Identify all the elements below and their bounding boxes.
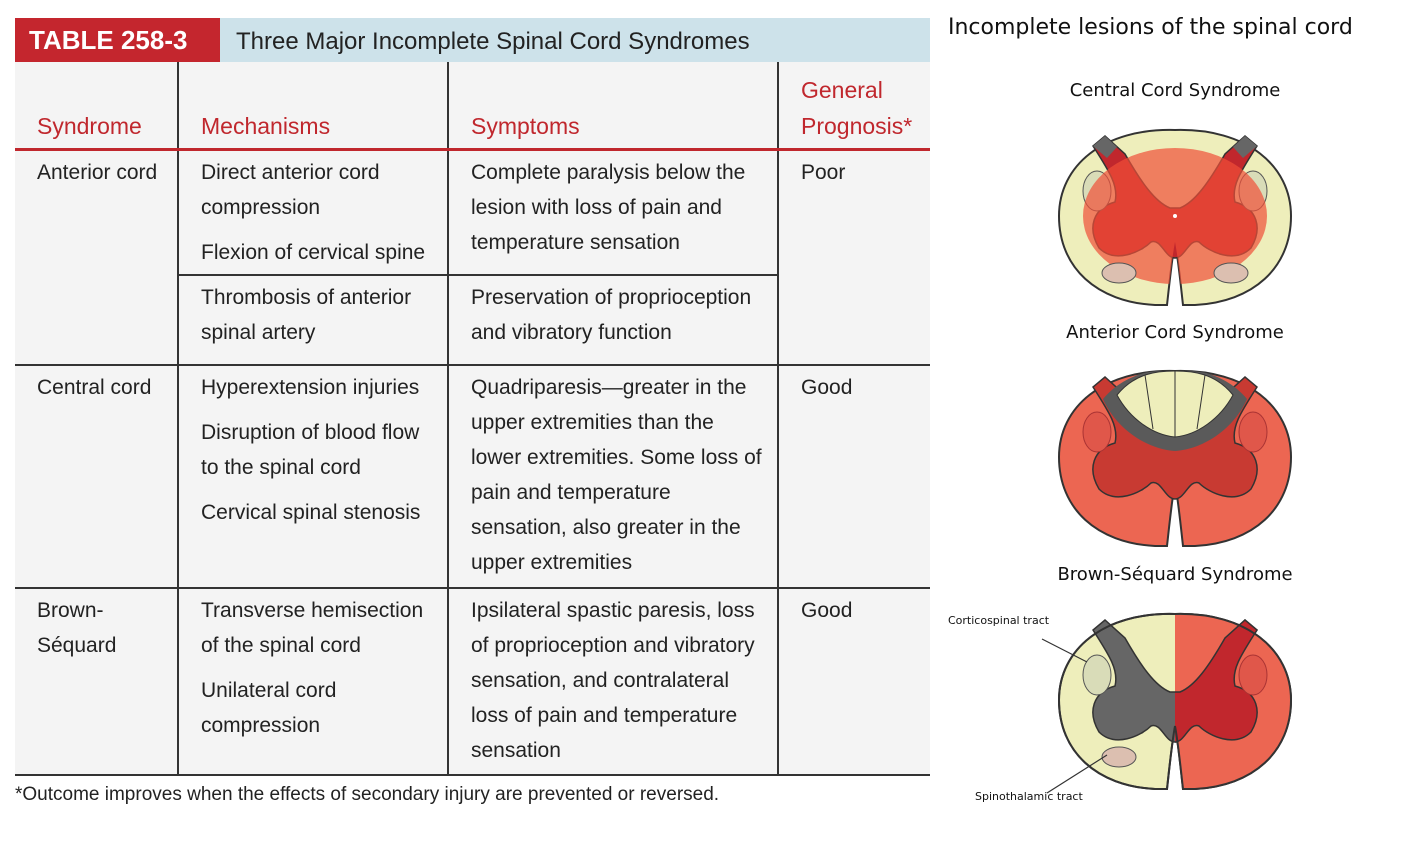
central-cord [1058,128,1292,306]
tract-label: Corticospinal tract [948,614,1050,627]
panel-title: Anterior Cord Syndrome [1066,322,1284,343]
mechanism: Transverse hemisection of the spinal cor… [201,599,424,657]
syndrome: Anterior cord [15,149,178,366]
prognosis: Good [777,365,930,589]
mechanism: Thrombosis of anterior spinal artery [201,286,412,344]
header: Mechanisms [177,62,448,151]
syndrome: Central cord [15,365,178,589]
mechanism: Flexion of cervical spine [201,241,426,264]
mechanism: Direct anterior cord compression [201,161,380,219]
tract-label: Spinothalamic tract [975,790,1083,803]
symptoms: Preservation of proprioception and vibra… [447,275,778,366]
diagram: Incomplete lesions of the spinal cord Ce… [948,15,1353,803]
table-label: TABLE 258-3 [15,18,220,62]
diagram-title: Incomplete lesions of the spinal cord [948,15,1353,40]
prognosis: Poor [777,149,930,366]
footnote: *Outcome improves when the effects of se… [15,784,720,805]
mechanism: Unilateral cord compression [201,679,337,737]
mechanism: Cervical spinal stenosis [201,501,421,524]
header: Syndrome [15,62,178,151]
syndrome-table: Syndrome Mechanisms Symptoms General Progno… [15,62,930,776]
prognosis: Good [777,588,930,776]
mechanisms: Hyperextension injuries Disruption of blo… [177,365,448,589]
mechanisms: Transverse hemisection of the spinal cor… [177,588,448,776]
mechanisms: Thrombosis of anterior spinal artery [177,275,448,366]
panel-title: Brown-Séquard Syndrome [1057,564,1292,585]
mechanisms: Direct anterior cord compression Flexion … [177,149,448,276]
panel-title: Central Cord Syndrome [1070,80,1281,101]
mechanism: Hyperextension injuries [201,376,420,399]
header: General Prognosis* [777,62,930,151]
symptoms: Ipsilateral spastic paresis, loss of pro… [447,588,778,776]
table-title: Three Major Incomplete Spinal Cord Syndr… [220,18,930,62]
table-bar: TABLE 258-3 Three Major Incomplete Spina… [15,18,930,62]
table: TABLE 258-3 Three Major Incomplete Spina… [15,18,930,776]
anterior-cord [1058,369,1292,547]
syndrome: Brown-Séquard [15,588,178,776]
mechanism: Disruption of blood flow to the spinal c… [201,421,420,479]
symptoms: Complete paralysis below the lesion with… [447,149,778,276]
header: Symptoms [447,62,778,151]
symptoms: Quadriparesis—greater in the upper extre… [447,365,778,589]
brown-sequard-cord [1041,612,1292,794]
